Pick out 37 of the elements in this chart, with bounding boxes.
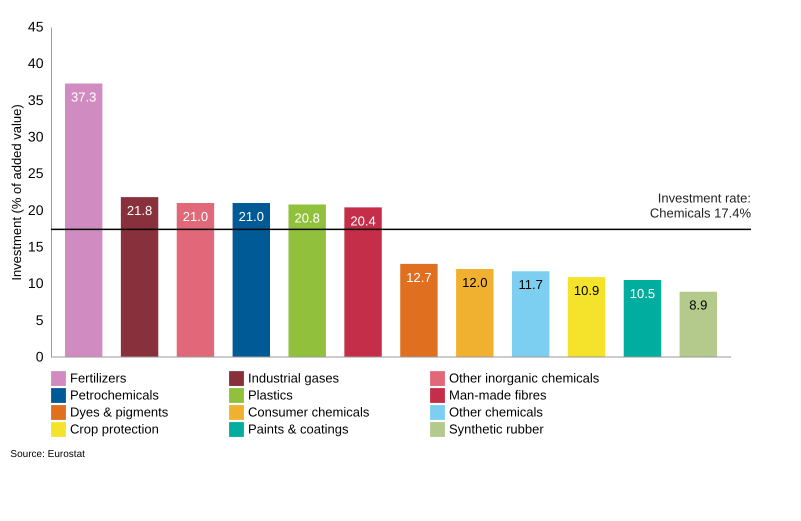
ref-line-label: Investment rate: Chemicals 17.4% bbox=[650, 190, 752, 220]
y-axis-title: Investment (% of added value) bbox=[8, 104, 24, 281]
data-label: 10.5 bbox=[630, 286, 656, 301]
data-label: 10.9 bbox=[574, 283, 600, 298]
legend-label: Other chemicals bbox=[449, 404, 544, 420]
y-tick-label: 0 bbox=[36, 348, 44, 364]
data-label: 37.3 bbox=[71, 89, 96, 104]
y-tick-label: 10 bbox=[28, 275, 44, 292]
legend-label: Plastics bbox=[248, 388, 294, 402]
legend-label: Synthetic rubber bbox=[449, 422, 544, 436]
legend-label: Other inorganic chemicals bbox=[449, 370, 600, 386]
y-tick-label: 35 bbox=[28, 92, 44, 108]
data-label: 12.0 bbox=[462, 275, 488, 290]
legend-label: Paints & coatings bbox=[248, 422, 349, 436]
data-label: 20.8 bbox=[294, 210, 320, 226]
y-tick-label: 30 bbox=[28, 128, 44, 144]
legend-label: Dyes & pigments bbox=[70, 404, 169, 420]
data-label: 21.8 bbox=[126, 203, 152, 218]
data-label: 11.7 bbox=[518, 277, 543, 292]
y-tick-label: 5 bbox=[36, 312, 44, 328]
legend-label: Fertilizers bbox=[70, 370, 127, 386]
legend-label: Consumer chemicals bbox=[248, 404, 370, 420]
legend-label: Petrochemicals bbox=[70, 388, 160, 402]
data-label: 12.7 bbox=[406, 270, 432, 285]
y-tick-label: 45 bbox=[28, 18, 44, 34]
y-tick-label: 25 bbox=[28, 165, 44, 182]
source-note: Source: Eurostat bbox=[10, 449, 86, 460]
y-tick-label: 15 bbox=[28, 238, 44, 254]
data-label: 20.4 bbox=[350, 213, 376, 228]
legend-label: Industrial gases bbox=[248, 370, 340, 386]
data-label: 8.9 bbox=[689, 298, 708, 313]
legend-label: Man-made fibres bbox=[449, 388, 548, 402]
legend-label: Crop protection bbox=[70, 422, 159, 436]
y-tick-label: 20 bbox=[28, 202, 44, 218]
data-label: 21.0 bbox=[238, 209, 264, 224]
y-tick-label: 40 bbox=[28, 55, 44, 72]
data-label: 21.0 bbox=[182, 209, 208, 224]
